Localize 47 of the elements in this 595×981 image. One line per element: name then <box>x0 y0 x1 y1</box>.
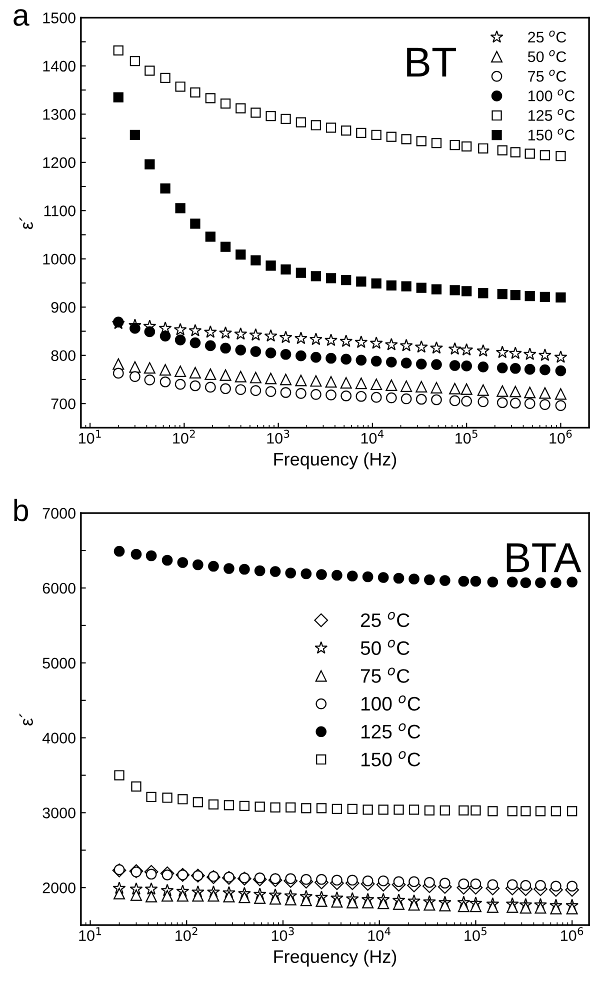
legend-label: 75 $^{o}$C <box>528 70 566 82</box>
legend-label: 125 $^{o}$C <box>361 723 420 739</box>
y-tick-label: 5000 <box>42 658 76 669</box>
x-tick-label: 10$^{6}$ <box>550 430 572 444</box>
x-tick-label: 10$^{4}$ <box>368 927 390 942</box>
legend-label: 100 $^{o}$C <box>528 89 575 102</box>
y-axis-title: ε´ <box>19 217 33 230</box>
y-tick-label: 4000 <box>42 732 76 744</box>
text: b <box>14 498 28 522</box>
text: a <box>14 9 30 26</box>
y-tick-label: 3000 <box>42 808 76 818</box>
x-tick-label: 10$^{2}$ <box>173 430 195 444</box>
y-tick-label: 1000 <box>43 254 76 265</box>
x-tick-label: 10$^{4}$ <box>361 430 384 444</box>
legend-label: 100 $^{o}$C <box>361 695 420 711</box>
legend-label: 150 $^{o}$C <box>361 751 420 766</box>
y-tick-label: 1200 <box>43 157 76 168</box>
annotation: BT <box>407 48 456 77</box>
x-tick-label: 10$^{3}$ <box>272 927 294 942</box>
x-tick-label: 10$^{5}$ <box>464 927 487 942</box>
legend-label: 150 $^{o}$C <box>528 128 575 140</box>
x-tick-label: 10$^{6}$ <box>561 927 584 942</box>
y-axis-title: ε´ <box>19 714 33 726</box>
y-tick-label: 1300 <box>43 109 76 120</box>
x-tick-label: 10$^{1}$ <box>78 430 101 444</box>
y-tick-label: 1100 <box>44 205 76 216</box>
x-tick-label: 10$^{5}$ <box>456 430 478 444</box>
legend-label: 50 $^{o}$C <box>360 640 410 655</box>
x-axis-title: Frequency (Hz) <box>274 452 396 470</box>
y-tick-label: 1500 <box>43 12 76 24</box>
y-tick-label: 800 <box>51 350 76 362</box>
y-tick-label: 900 <box>51 302 76 313</box>
y-tick-label: 700 <box>51 398 76 410</box>
legend-label: 25 $^{o}$C <box>528 30 566 43</box>
y-tick-label: 2000 <box>42 882 76 894</box>
legend-label: 125 $^{o}$C <box>528 108 575 121</box>
y-tick-label: 7000 <box>42 508 76 519</box>
y-tick-label: 6000 <box>42 582 76 594</box>
x-tick-label: 10$^{1}$ <box>79 927 101 942</box>
x-tick-label: 10$^{3}$ <box>267 430 290 444</box>
annotation: BTA <box>506 543 582 572</box>
legend-label: 50 $^{o}$C <box>528 50 566 62</box>
x-axis-title: Frequency (Hz) <box>274 950 396 967</box>
x-tick-label: 10$^{2}$ <box>176 927 198 942</box>
legend-label: 25 $^{o}$C <box>360 612 410 628</box>
y-tick-label: 1400 <box>43 60 76 72</box>
legend-label: 75 $^{o}$C <box>361 668 410 683</box>
